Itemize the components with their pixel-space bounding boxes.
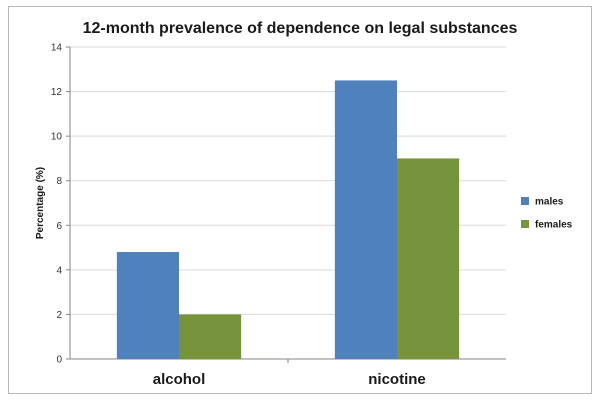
x-tick-labels: alcohol nicotine [153, 371, 426, 388]
legend-label-males: males [535, 197, 564, 208]
chart-frame [8, 6, 592, 394]
y-tick-labels: 0 2 4 6 8 10 12 14 [51, 43, 63, 366]
legend-swatch-females [521, 220, 529, 228]
bars [116, 80, 460, 359]
y-tick-label: 2 [56, 310, 62, 321]
y-tick-label: 8 [56, 176, 62, 187]
chart-title: 12-month prevalence of dependence on leg… [83, 20, 518, 37]
y-tick-label: 14 [51, 43, 63, 54]
bar-males-nicotine [334, 80, 397, 359]
bar-males-alcohol [116, 252, 179, 359]
y-tick-label: 6 [56, 221, 62, 232]
legend: males females [521, 197, 573, 231]
legend-swatch-males [521, 197, 529, 205]
y-tick-label: 10 [51, 132, 63, 143]
x-tick-label: nicotine [368, 371, 426, 388]
legend-label-females: females [535, 220, 573, 231]
bar-females-alcohol [179, 314, 242, 359]
y-axis-label: Percentage (%) [35, 167, 46, 239]
x-tick-label: alcohol [153, 371, 206, 388]
y-tick-label: 12 [51, 87, 63, 98]
y-tick-label: 4 [56, 265, 62, 276]
bar-females-nicotine [397, 158, 460, 359]
y-tick-label: 0 [56, 355, 62, 366]
